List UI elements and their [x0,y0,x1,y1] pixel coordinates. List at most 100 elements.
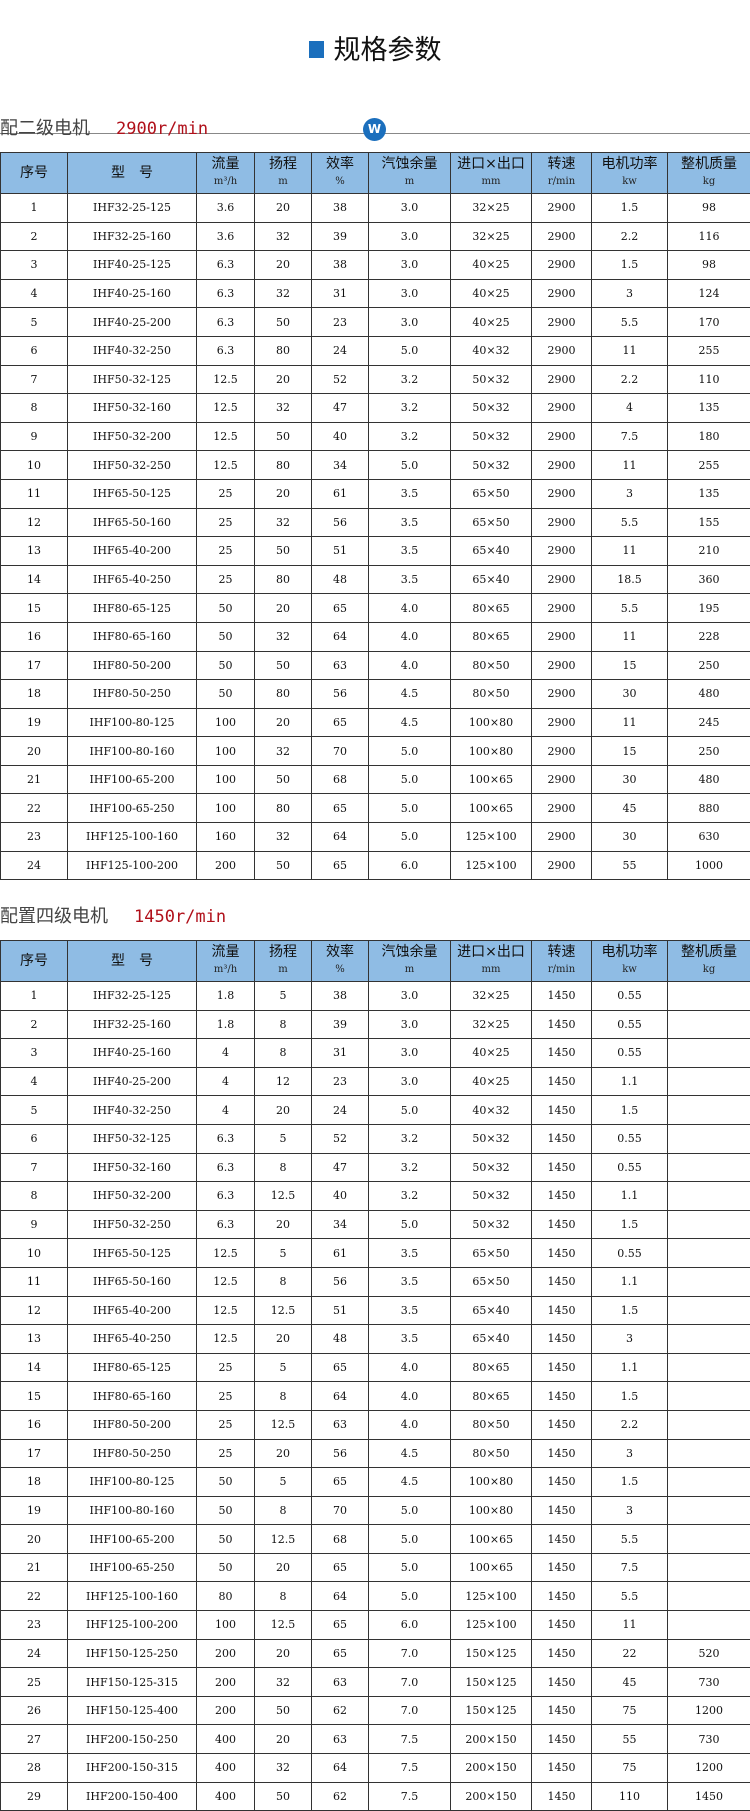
table-row: 28 IHF200-150-315 400 32 64 7.5 200×150 1450 75 1… [0,1753,750,1783]
table-cell: 30 [591,679,668,709]
column-label: 电机功率 [601,944,658,960]
table-cell: 50×32 [450,1123,532,1154]
table-cell [667,1123,750,1154]
table-cell: IHF100-80-160 [67,736,197,766]
table-cell: 160 [196,822,255,852]
column-header: 汽蚀余量 m [368,152,451,194]
table-cell: 2900 [531,478,592,509]
table-cell: 5 [254,981,312,1011]
table-cell: 1450 [531,1495,592,1526]
table-cell: 50×32 [450,421,532,452]
table-cell: 1000 [667,850,750,881]
table-row: 14 IHF65-40-250 25 80 48 3.5 65×40 2900 18.5 360 [0,564,750,595]
table-cell: 32 [254,221,312,252]
table-row: 21 IHF100-65-250 50 20 65 5.0 100×65 1450 7.5 [0,1552,750,1583]
table-cell: 6.3 [196,1209,255,1240]
table-cell: IHF32-25-125 [67,981,197,1011]
table-cell: IHF100-80-125 [67,1467,197,1497]
table-row: 27 IHF200-150-250 400 20 63 7.5 200×150 1450 55 7… [0,1724,750,1755]
table-cell: 56 [311,679,369,709]
table-cell: 18.5 [591,564,668,595]
table-cell: 20 [254,1438,312,1469]
table-cell: 2900 [531,393,592,423]
table-row: 16 IHF80-65-160 50 32 64 4.0 80×65 2900 11 228 [0,621,750,652]
table-cell: 17 [0,650,68,681]
table-cell: 200 [196,1667,255,1697]
table-cell: 70 [311,736,369,766]
table-cell: 38 [311,250,369,280]
table-cell: IHF50-32-125 [67,1123,197,1154]
table-cell: 5.0 [368,1095,451,1125]
table-cell: 9 [0,1209,68,1240]
table-cell: IHF200-150-400 [67,1781,197,1811]
table-cell: 48 [311,1324,369,1354]
table-cell: 32×25 [450,193,532,223]
table-cell: 4.5 [368,679,451,709]
table-cell: 62 [311,1695,369,1726]
table-cell: 1450 [531,1324,592,1354]
column-header: 整机质量 kg [667,152,750,194]
section-heading-4-pole: 配置四级电机 1450r/min [0,906,227,927]
table-cell: 1450 [531,1238,592,1268]
table-cell: 2900 [531,221,592,252]
table-cell: 110 [591,1781,668,1811]
table-row: 3 IHF40-25-160 4 8 31 3.0 40×25 1450 0.55 [0,1038,750,1068]
table-row: 25 IHF150-125-315 200 32 63 7.0 150×125 1450 45 7… [0,1667,750,1697]
table-row: 26 IHF150-125-400 200 50 62 7.0 150×125 1450 75 1… [0,1695,750,1726]
table-cell: IHF80-50-200 [67,650,197,681]
table-cell: 8 [0,393,68,423]
table-cell: 200 [196,1638,255,1669]
table-cell: 2900 [531,679,592,709]
table-cell: IHF65-40-250 [67,1324,197,1354]
table-cell: 0.55 [591,1123,668,1154]
column-unit: mm [481,176,501,187]
table-cell: IHF100-65-250 [67,1552,197,1583]
table-cell: IHF40-25-160 [67,278,197,309]
table-cell: IHF200-150-315 [67,1753,197,1783]
column-label: 序号 [20,164,48,181]
table-row: 12 IHF65-50-160 25 32 56 3.5 65×50 2900 5.5 155 [0,507,750,538]
table-cell: 5.0 [368,450,451,480]
table-cell: 7.0 [368,1667,451,1697]
table-cell: IHF50-32-125 [67,364,197,395]
table-cell: 11 [591,621,668,652]
table-cell: 40×25 [450,278,532,309]
table-cell: 2900 [531,822,592,852]
table-cell: 80×50 [450,1409,532,1440]
table-cell: 400 [196,1753,255,1783]
table-cell: 3.5 [368,1238,451,1268]
table-cell: IHF65-50-160 [67,1266,197,1297]
table-cell: 50 [254,650,312,681]
table-cell: 16 [0,1409,68,1440]
table-cell: 61 [311,1238,369,1268]
table-cell: 1450 [531,981,592,1011]
table-cell: 32 [254,736,312,766]
table-cell: 2900 [531,564,592,595]
table-row: 5 IHF40-25-200 6.3 50 23 3.0 40×25 2900 5.5 170 [0,307,750,337]
table-cell: 32 [254,1667,312,1697]
table-cell [667,1352,750,1383]
table-cell: 1450 [531,1438,592,1469]
table-cell: 70 [311,1495,369,1526]
table-cell: 2900 [531,335,592,366]
table-row: 9 IHF50-32-250 6.3 20 34 5.0 50×32 1450 1.5 [0,1209,750,1240]
table-cell: 100×80 [450,1495,532,1526]
table-cell: 1.5 [591,1381,668,1411]
table-cell: 155 [667,507,750,538]
table-cell: 20 [0,1524,68,1554]
table-cell: 40×25 [450,250,532,280]
table-cell: 63 [311,1409,369,1440]
table-cell: 47 [311,393,369,423]
table-cell: IHF80-65-160 [67,1381,197,1411]
table-cell: 5.0 [368,335,451,366]
column-label: 效率 [326,156,354,172]
table-cell: 4.0 [368,1352,451,1383]
table-cell: 7.5 [368,1753,451,1783]
table-row: 1 IHF32-25-125 3.6 20 38 3.0 32×25 2900 1.5 98 [0,193,750,223]
table-cell: 2900 [531,764,592,795]
table-cell: 32 [254,822,312,852]
table-cell: 30 [591,764,668,795]
table-row: 19 IHF100-80-160 50 8 70 5.0 100×80 1450 3 [0,1495,750,1526]
table-cell: 50×32 [450,1209,532,1240]
table-cell: 40 [311,1181,369,1211]
